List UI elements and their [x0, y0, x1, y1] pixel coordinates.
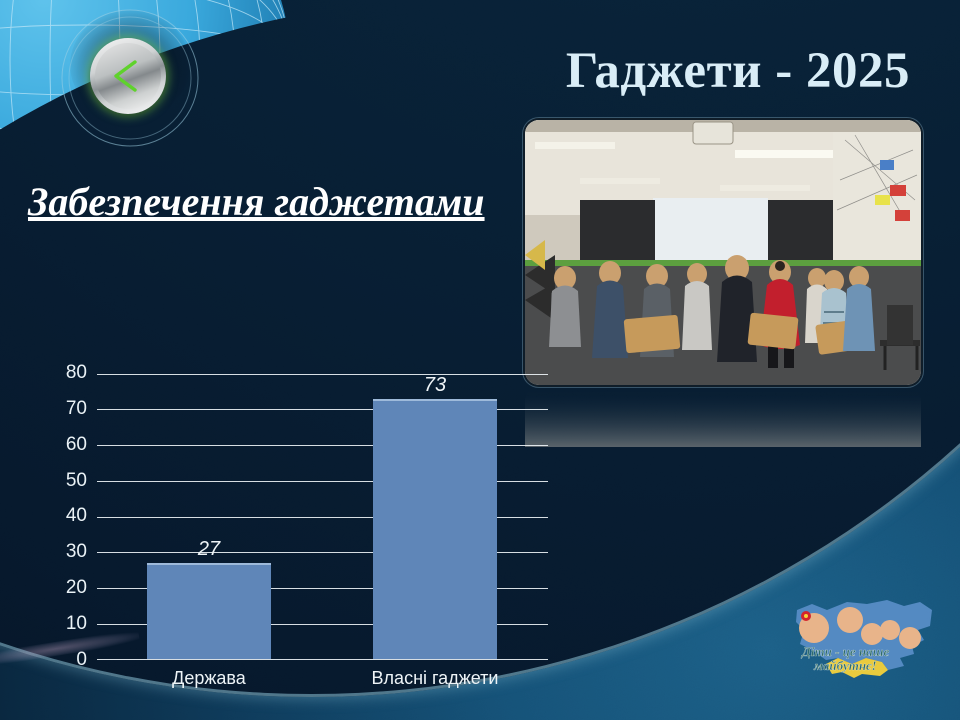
svg-text:майбутнє!: майбутнє!	[813, 658, 877, 673]
svg-text:Діти - це наше: Діти - це наше	[801, 644, 889, 659]
